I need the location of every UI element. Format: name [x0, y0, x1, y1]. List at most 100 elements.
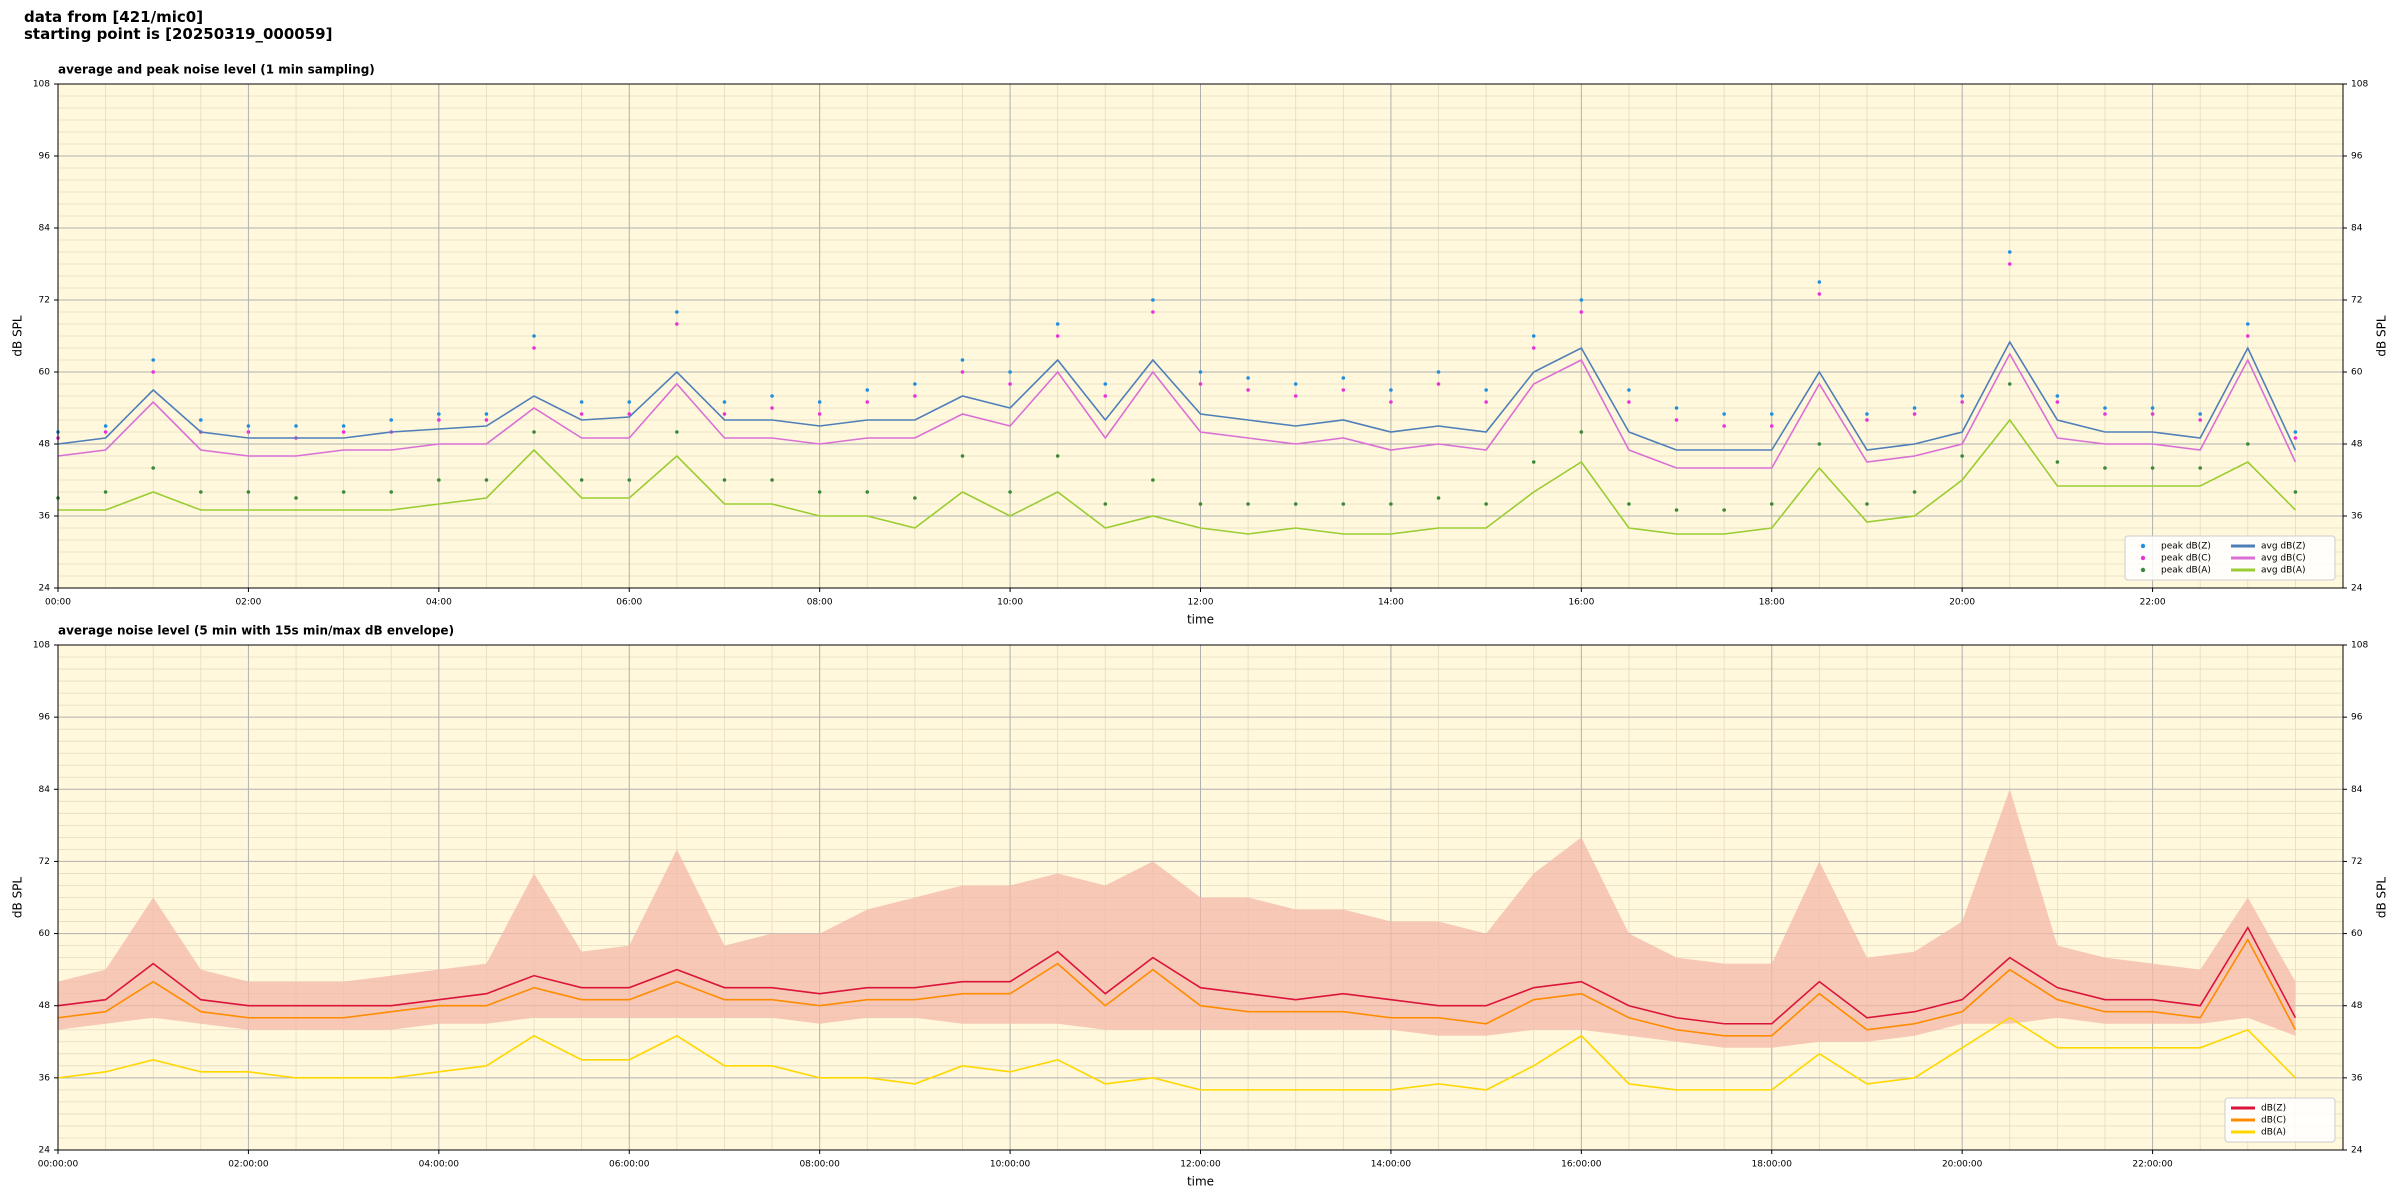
x-tick-label: 16:00:00 — [1561, 1160, 1602, 1170]
peak-point — [1674, 406, 1679, 410]
peak-point — [1293, 394, 1298, 398]
peak-point — [103, 424, 108, 428]
peak-point — [579, 412, 584, 416]
header-line: starting point is [20250319_000059] — [24, 25, 333, 43]
peak-point — [722, 412, 727, 416]
peak-point — [817, 412, 822, 416]
peak-point — [913, 382, 917, 386]
x-tick-label: 10:00:00 — [990, 1160, 1031, 1170]
peak-point — [960, 370, 965, 374]
peak-point — [1246, 502, 1250, 506]
peak-point — [1817, 292, 1822, 296]
peak-point — [1436, 382, 1441, 386]
peak-point — [2150, 412, 2155, 416]
peak-point — [817, 490, 822, 494]
y-tick-label: 84 — [39, 785, 51, 795]
peak-point — [1151, 478, 1155, 482]
peak-point — [1055, 322, 1060, 326]
x-axis-label: time — [1187, 1175, 1214, 1189]
peak-point — [1912, 412, 1917, 416]
peak-point — [865, 388, 870, 392]
peak-point — [1246, 376, 1250, 380]
peak-point — [1627, 388, 1631, 392]
peak-point — [722, 400, 727, 404]
peak-point — [199, 418, 203, 422]
peak-point — [151, 466, 156, 470]
x-axis-label: time — [1187, 613, 1214, 627]
peak-point — [2198, 466, 2202, 470]
peak-point — [1769, 502, 1774, 506]
peak-point — [1960, 454, 1964, 458]
peak-point — [437, 412, 441, 416]
peak-point — [151, 358, 156, 362]
peak-point — [2007, 262, 2012, 266]
y-tick-label: 36 — [39, 512, 51, 522]
peak-point — [1769, 424, 1774, 428]
peak-point — [627, 412, 632, 416]
peak-point — [341, 430, 346, 434]
x-tick-label: 08:00:00 — [799, 1160, 840, 1170]
peak-point — [865, 400, 870, 404]
legend-marker — [2140, 555, 2146, 561]
peak-point — [1769, 412, 1774, 416]
peak-point — [1055, 454, 1060, 458]
y-tick-label: 48 — [2351, 440, 2363, 450]
peak-point — [1531, 346, 1536, 350]
peak-point — [1484, 400, 1488, 404]
peak-point — [341, 490, 346, 494]
y-tick-label: 96 — [39, 713, 51, 723]
y-tick-label: 48 — [2351, 1001, 2363, 1011]
peak-point — [1722, 508, 1726, 512]
peak-point — [627, 400, 632, 404]
peak-point — [1008, 370, 1012, 374]
legend-label: dB(Z) — [2261, 1104, 2286, 1114]
y-tick-label: 36 — [2351, 512, 2363, 522]
peak-point — [675, 322, 679, 326]
y-axis-label: dB SPL — [11, 877, 25, 919]
peak-point — [2293, 436, 2298, 440]
y-tick-label: 96 — [2351, 152, 2363, 162]
y-tick-label: 36 — [39, 1073, 51, 1083]
x-tick-label: 00:00:00 — [38, 1160, 79, 1170]
series-line — [57, 925, 2297, 1025]
y-tick-label: 108 — [33, 641, 50, 651]
y-axis-label: dB SPL — [2375, 877, 2389, 919]
peak-point — [913, 496, 917, 500]
x-tick-label: 18:00:00 — [1752, 1160, 1793, 1170]
peak-point — [1103, 502, 1108, 506]
x-tick-label: 22:00:00 — [2132, 1160, 2173, 1170]
peak-point — [1484, 502, 1488, 506]
peak-point — [389, 490, 394, 494]
legend-label: peak dB(C) — [2161, 554, 2211, 564]
x-tick-label: 06:00 — [616, 598, 642, 608]
x-tick-label: 02:00:00 — [228, 1160, 269, 1170]
peak-point — [1960, 394, 1964, 398]
legend-label: avg dB(Z) — [2261, 542, 2306, 552]
x-tick-label: 12:00 — [1188, 598, 1214, 608]
peak-point — [1341, 376, 1346, 380]
peak-point — [579, 400, 584, 404]
peak-point — [1817, 442, 1822, 446]
peak-point — [2293, 490, 2298, 494]
peak-point — [294, 496, 298, 500]
y-tick-label: 36 — [2351, 1073, 2363, 1083]
x-tick-label: 14:00:00 — [1371, 1160, 1412, 1170]
series-line — [57, 937, 2297, 1037]
peak-point — [151, 370, 156, 374]
peak-point — [1722, 424, 1726, 428]
y-tick-label: 96 — [2351, 713, 2363, 723]
peak-point — [1436, 370, 1441, 374]
x-tick-label: 22:00 — [2140, 598, 2166, 608]
peak-point — [2007, 250, 2012, 254]
peak-point — [2055, 400, 2060, 404]
peak-point — [1579, 298, 1584, 302]
peak-point — [1103, 382, 1108, 386]
peak-point — [246, 490, 251, 494]
chart-title: average and peak noise level (1 min samp… — [58, 63, 375, 77]
y-tick-label: 48 — [39, 440, 51, 450]
y-axis-label: dB SPL — [2375, 315, 2389, 357]
peak-point — [770, 406, 774, 410]
peak-point — [246, 424, 251, 428]
